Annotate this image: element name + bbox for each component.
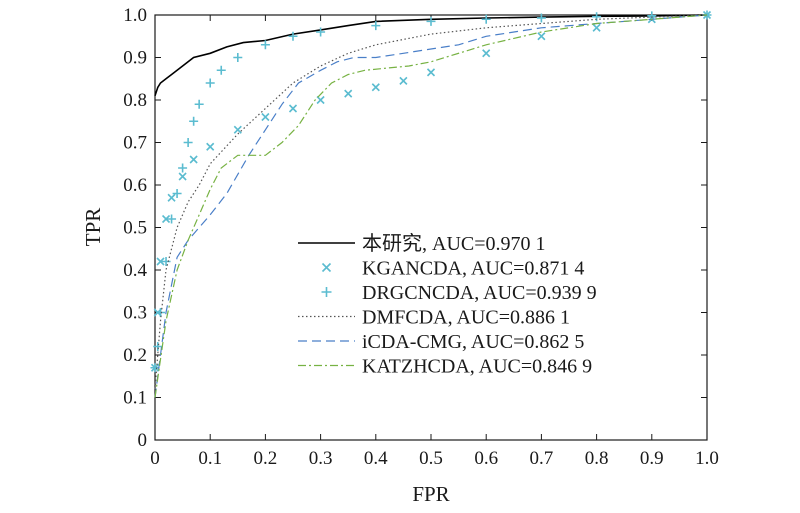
legend-label: KGANCDA, AUC=0.871 4 xyxy=(362,258,584,280)
data-point xyxy=(426,68,436,77)
data-point xyxy=(233,53,243,62)
y-tick-label: 0.6 xyxy=(123,175,147,196)
data-point xyxy=(161,214,171,224)
y-tick-label: 1.0 xyxy=(123,5,147,26)
x-tick-label: 0.9 xyxy=(640,448,664,469)
data-point xyxy=(194,99,204,109)
data-point xyxy=(288,31,298,41)
x-tick-label: 0.2 xyxy=(254,448,278,469)
data-point xyxy=(156,308,166,317)
y-tick-label: 0.4 xyxy=(123,260,147,281)
y-axis-title: TPR xyxy=(81,208,105,247)
data-point xyxy=(536,13,546,23)
data-point xyxy=(178,163,188,173)
data-point xyxy=(183,138,193,147)
data-point xyxy=(371,83,380,92)
data-point xyxy=(261,112,270,122)
x-tick-label: 0.4 xyxy=(364,448,388,469)
legend-label: DRGCNCDA, AUC=0.939 9 xyxy=(362,282,597,304)
data-point xyxy=(288,104,298,113)
y-tick-label: 0.3 xyxy=(123,303,147,324)
data-point xyxy=(260,40,270,50)
x-axis-title: FPR xyxy=(412,482,449,506)
data-point xyxy=(371,21,381,31)
data-point xyxy=(216,65,226,75)
legend-marker xyxy=(321,287,332,297)
legend-label: iCDA-CMG, AUC=0.862 5 xyxy=(362,331,584,353)
series-line xyxy=(154,14,708,398)
x-tick-label: 0.3 xyxy=(309,448,333,469)
data-point xyxy=(482,49,491,58)
data-point xyxy=(316,27,326,37)
x-tick-label: 0.6 xyxy=(474,448,498,469)
series-5 xyxy=(154,14,708,398)
legend-label: DMFCDA, AUC=0.886 1 xyxy=(362,307,570,329)
data-point xyxy=(189,155,198,164)
x-tick-label: 1.0 xyxy=(695,448,719,469)
data-point xyxy=(399,76,408,85)
y-tick-label: 0.1 xyxy=(123,388,147,409)
series-line xyxy=(154,14,708,398)
x-tick-label: 0.7 xyxy=(530,448,554,469)
legend-label: 本研究, AUC=0.970 1 xyxy=(362,232,546,255)
y-tick-label: 0.5 xyxy=(123,218,147,239)
x-tick-label: 0 xyxy=(150,448,160,469)
x-tick-label: 0.5 xyxy=(419,448,443,469)
data-point xyxy=(592,23,601,32)
data-point xyxy=(189,116,199,126)
data-point xyxy=(153,342,163,351)
x-tick-label: 0.1 xyxy=(198,448,222,469)
data-point xyxy=(161,257,171,266)
legend-marker xyxy=(321,262,332,273)
data-point xyxy=(167,214,177,224)
data-point xyxy=(344,89,353,98)
data-point xyxy=(426,16,436,26)
y-tick-label: 0.2 xyxy=(123,345,147,366)
y-tick-label: 0.9 xyxy=(123,48,147,69)
data-point xyxy=(167,193,176,202)
data-point xyxy=(206,142,215,151)
legend-label: KATZHCDA, AUC=0.846 9 xyxy=(362,356,592,378)
series-layer xyxy=(150,10,712,398)
data-point xyxy=(481,14,491,24)
legend: 本研究, AUC=0.970 1 KGANCDA, AUC=0.871 4DRGC… xyxy=(298,232,597,378)
x-tick-label: 0.8 xyxy=(585,448,609,469)
data-point xyxy=(537,32,546,41)
data-point xyxy=(233,125,242,134)
data-point xyxy=(205,78,215,88)
data-point xyxy=(156,257,165,266)
series-2 xyxy=(150,10,712,373)
y-tick-label: 0.8 xyxy=(123,90,147,111)
y-tick-label: 0.7 xyxy=(123,133,147,154)
axes: 0 0.1 0.2 0.3 0.4 0.5 0.6 0.7 0.8 0.9 1.0 0 0.1 0.2 0.… xyxy=(123,5,719,469)
series-4 xyxy=(154,14,708,398)
data-point xyxy=(316,95,325,105)
data-point xyxy=(178,172,187,181)
data-point xyxy=(150,363,160,373)
y-tick-label: 0 xyxy=(138,430,148,451)
data-point xyxy=(172,189,182,198)
